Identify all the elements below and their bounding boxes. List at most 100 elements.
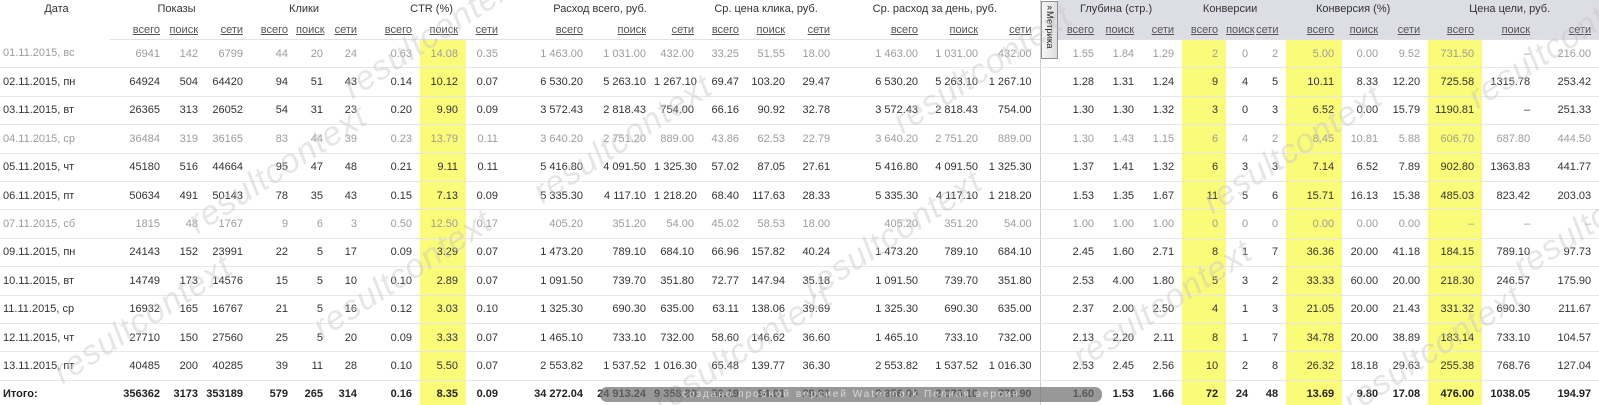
cell: 20.00 — [1386, 266, 1429, 296]
cell: 65.48 — [702, 351, 748, 381]
sort-link-всего[interactable]: всего — [260, 24, 288, 36]
cell: 1 473.20 — [838, 238, 927, 268]
column-subheader: поиск — [1102, 18, 1143, 40]
sort-link-всего[interactable]: всего — [1066, 24, 1095, 36]
cell: 51.55 — [747, 39, 794, 69]
cell: 117.63 — [747, 181, 794, 211]
column-subheader: поиск — [420, 18, 467, 40]
cell: 7.14 — [1286, 153, 1343, 182]
cell: 1.53 — [1058, 181, 1103, 211]
cell: 1.53 — [1102, 379, 1143, 405]
cell: 50634 — [110, 181, 168, 211]
cell: 5 263.10 — [926, 67, 987, 97]
sort-link-сети[interactable]: сети — [334, 24, 358, 36]
cell: 35.18 — [793, 266, 839, 296]
cell: 66.16 — [702, 96, 748, 126]
sort-link-сети[interactable]: сети — [475, 24, 499, 36]
cell: 43 — [331, 67, 366, 97]
cell: 10 — [331, 266, 366, 296]
cell: 5 335.30 — [838, 181, 927, 211]
cell: 3 — [331, 209, 366, 239]
sort-link-сети[interactable]: сети — [220, 24, 243, 36]
cell: 1.30 — [1058, 124, 1103, 154]
sort-link-всего[interactable]: всего — [1190, 24, 1219, 36]
cell: 29.47 — [793, 67, 839, 97]
cell: 1.35 — [1102, 181, 1143, 211]
sort-link-поиск[interactable]: поиск — [169, 24, 198, 36]
cell: 1 091.50 — [506, 266, 592, 296]
cell: 4.00 — [1102, 266, 1143, 296]
sort-link-всего[interactable]: всего — [1446, 24, 1475, 36]
column-subheader: сети — [1386, 18, 1429, 40]
sort-link-поиск[interactable]: поиск — [1349, 24, 1379, 36]
cell: 83 — [251, 124, 296, 154]
sort-link-сети[interactable]: сети — [1151, 24, 1175, 36]
column-subheader: сети — [1256, 18, 1287, 40]
cell: 1363.83 — [1482, 153, 1539, 182]
cell: 3 — [1256, 153, 1287, 182]
cell: 353189 — [206, 379, 251, 405]
sort-link-всего[interactable]: всего — [711, 24, 740, 36]
sort-link-сети[interactable]: сети — [807, 24, 831, 36]
sort-link-поиск[interactable]: поиск — [1226, 24, 1255, 36]
sort-link-поиск[interactable]: поиск — [1501, 24, 1531, 36]
sort-link-поиск[interactable]: поиск — [1105, 24, 1135, 36]
cell: 12.20 — [1386, 67, 1429, 97]
sort-link-всего[interactable]: всего — [1306, 24, 1335, 36]
cell: 0.23 — [365, 124, 421, 154]
cell: 63.11 — [702, 295, 748, 324]
sort-link-поиск[interactable]: поиск — [429, 24, 459, 36]
sort-link-поиск[interactable]: поиск — [949, 24, 979, 36]
column-subheader: всего — [1182, 18, 1227, 40]
sort-link-всего[interactable]: всего — [384, 24, 413, 36]
cell: 44 — [296, 124, 331, 154]
table-row: 03.11.2015, вт 26365 313 26052 54 31 23 0.20 9.9… — [0, 96, 1599, 126]
sort-link-сети[interactable]: сети — [671, 24, 695, 36]
cell: 36.30 — [793, 351, 839, 381]
cell: 0.09 — [466, 96, 507, 126]
cell: 2 — [1182, 39, 1227, 69]
cell: 351.80 — [654, 266, 703, 296]
cell: 1.00 — [1058, 209, 1103, 239]
cell: 635.00 — [654, 295, 703, 324]
column-subheader: всего — [1058, 18, 1103, 40]
cell: 44664 — [206, 153, 251, 182]
cell: 29.63 — [1386, 351, 1429, 381]
cell: 1 091.50 — [838, 266, 927, 296]
sort-link-поиск[interactable]: поиск — [756, 24, 786, 36]
cell: 43.86 — [702, 124, 748, 154]
cell: 59.19 — [702, 379, 748, 405]
cell: 251.33 — [1538, 96, 1599, 126]
cell: 1 031.00 — [591, 39, 655, 69]
cell: 21.43 — [1386, 295, 1429, 324]
sort-link-всего[interactable]: всего — [890, 24, 919, 36]
cell: 103.20 — [747, 67, 794, 97]
table-row: 07.11.2015, сб 1815 48 1767 9 6 3 0.50 12.50 0.17… — [0, 209, 1599, 239]
cell: 2.56 — [1142, 351, 1183, 381]
cell: 754.00 — [986, 96, 1041, 126]
cell: 24 — [1226, 379, 1257, 405]
metrika-tab[interactable]: » Метрика — [1041, 1, 1058, 59]
cell: 1 031.00 — [926, 39, 987, 69]
sort-link-поиск[interactable]: поиск — [617, 24, 647, 36]
sort-link-сети[interactable]: сети — [1009, 24, 1032, 36]
cell: 62.53 — [747, 124, 794, 154]
cell: 0.12 — [365, 295, 421, 324]
cell: 14576 — [206, 266, 251, 296]
cell: 516 — [168, 153, 206, 182]
cell: 139.77 — [747, 351, 794, 381]
sort-link-сети[interactable]: сети — [1568, 24, 1592, 36]
cell: 1815 — [110, 209, 168, 239]
cell: 0.63 — [365, 39, 421, 69]
cell: 255.38 — [1428, 351, 1483, 381]
sort-link-поиск[interactable]: поиск — [296, 24, 325, 36]
cell: 2 751.20 — [591, 124, 655, 154]
sort-link-всего[interactable]: всего — [132, 24, 160, 36]
sort-link-всего[interactable]: всего — [555, 24, 584, 36]
cell: 27560 — [206, 323, 251, 353]
sort-link-сети[interactable]: сети — [1397, 24, 1421, 36]
sort-link-сети[interactable]: сети — [1256, 24, 1279, 36]
cell: 1 325.30 — [654, 153, 703, 182]
cell: 476.00 — [1428, 379, 1483, 405]
cell: 54.00 — [986, 209, 1041, 239]
